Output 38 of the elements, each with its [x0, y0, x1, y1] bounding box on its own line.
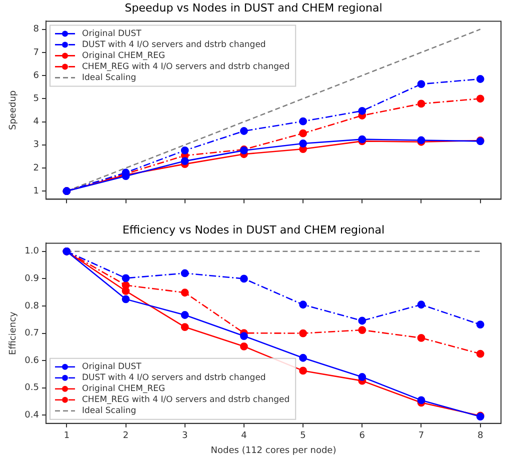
x-axis-title: Nodes (112 cores per node)	[210, 446, 336, 456]
y-tick-label: 0.9	[24, 274, 40, 284]
legend-label: Ideal Scaling	[82, 406, 136, 416]
y-axis-title: Efficiency	[8, 310, 19, 355]
x-tick-label: 5	[300, 431, 306, 442]
y-tick-label: 2	[33, 163, 39, 174]
chart-title: Efficiency vs Nodes in DUST and CHEM regional	[122, 223, 385, 236]
y-tick-label: 1	[33, 186, 39, 196]
x-tick-label: 1	[64, 431, 70, 442]
x-tick-label: 3	[182, 431, 188, 442]
y-tick-label: 7	[33, 48, 39, 58]
legend-label: Original CHEM_REG	[82, 384, 166, 394]
legend-label: Original DUST	[82, 362, 142, 372]
legend-label: DUST with 4 I/O servers and dstrb changed	[82, 373, 266, 384]
legend-label: Ideal Scaling	[82, 72, 136, 83]
y-tick-label: 3	[33, 140, 39, 150]
x-tick-label: 6	[359, 431, 366, 442]
y-tick-label: 0.7	[24, 328, 39, 339]
x-tick-label: 7	[418, 431, 424, 442]
y-tick-label: 5	[33, 94, 39, 104]
x-tick-label: 2	[122, 431, 129, 442]
legend-label: Original DUST	[82, 28, 142, 39]
chart-title: Speedup vs Nodes in DUST and CHEM regional	[124, 1, 382, 14]
y-tick-label: 1.0	[24, 246, 40, 257]
y-tick-label: 4	[33, 117, 40, 128]
y-tick-label: 0.6	[24, 356, 40, 366]
legend-label: CHEM_REG with 4 I/O servers and dstrb changed	[82, 395, 290, 406]
y-tick-label: 0.8	[24, 301, 40, 312]
x-tick-label: 8	[477, 431, 484, 442]
y-tick-label: 0.5	[24, 383, 39, 394]
y-axis-title: Speedup	[8, 90, 19, 130]
legend-label: DUST with 4 I/O servers and dstrb changed	[82, 40, 266, 50]
y-tick-label: 8	[33, 24, 40, 35]
y-tick-label: 6	[33, 70, 40, 81]
legend-label: Original CHEM_REG	[82, 50, 166, 61]
y-tick-label: 0.4	[24, 410, 40, 421]
legend-label: CHEM_REG with 4 I/O servers and dstrb changed	[82, 62, 290, 72]
x-tick-label: 4	[241, 431, 248, 442]
